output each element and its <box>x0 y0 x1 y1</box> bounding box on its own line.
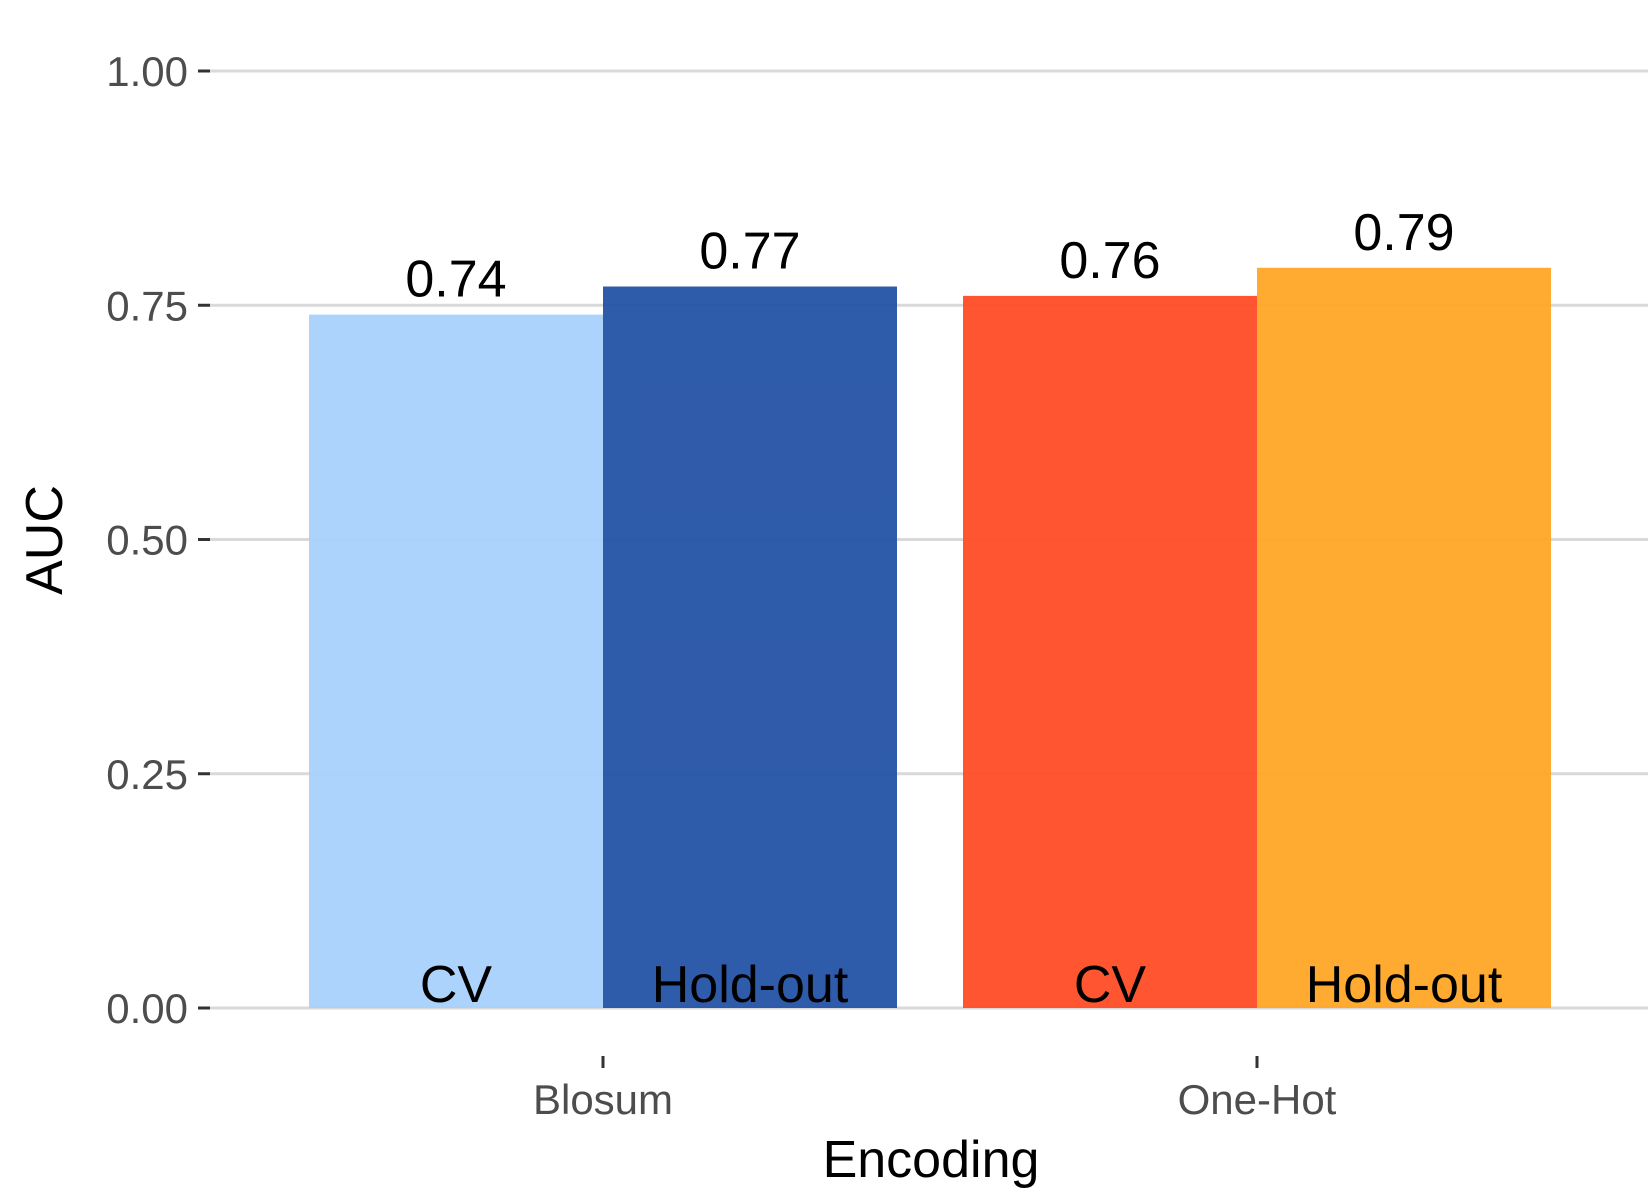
bar-series-label: Hold-out <box>652 956 849 1014</box>
x-axis-title: Encoding <box>823 1131 1040 1189</box>
x-tick-label: One-Hot <box>1178 1076 1337 1123</box>
bar-series-label: CV <box>420 956 493 1014</box>
y-tick-label: 0.50 <box>106 517 188 564</box>
bar-series-label: Hold-out <box>1306 956 1503 1014</box>
y-axis-title: AUC <box>16 485 74 595</box>
y-tick-label: 1.00 <box>106 48 188 95</box>
bar-value-label: 0.74 <box>405 251 506 309</box>
y-tick-label: 0.25 <box>106 751 188 798</box>
bar-one-hot-hold-out <box>1257 267 1551 1008</box>
bar-one-hot-cv <box>963 295 1257 1008</box>
bar-blosum-hold-out <box>603 286 897 1008</box>
bars: 0.74 CV 0.77 Hold-out 0.76 CV 0.79 Hold-out <box>309 204 1551 1014</box>
bar-value-label: 0.76 <box>1059 232 1160 290</box>
bar-value-label: 0.77 <box>699 223 800 281</box>
bar-value-label: 0.79 <box>1353 204 1454 262</box>
x-tick-label: Blosum <box>533 1076 673 1123</box>
bar-series-label: CV <box>1074 956 1147 1014</box>
y-tick-label: 0.75 <box>106 282 188 329</box>
bar-blosum-cv <box>309 314 603 1008</box>
y-axis: 0.00 0.25 0.50 0.75 1.00 <box>106 48 210 1032</box>
x-axis: Blosum One-Hot <box>533 1056 1337 1123</box>
y-tick-label: 0.00 <box>106 985 188 1032</box>
